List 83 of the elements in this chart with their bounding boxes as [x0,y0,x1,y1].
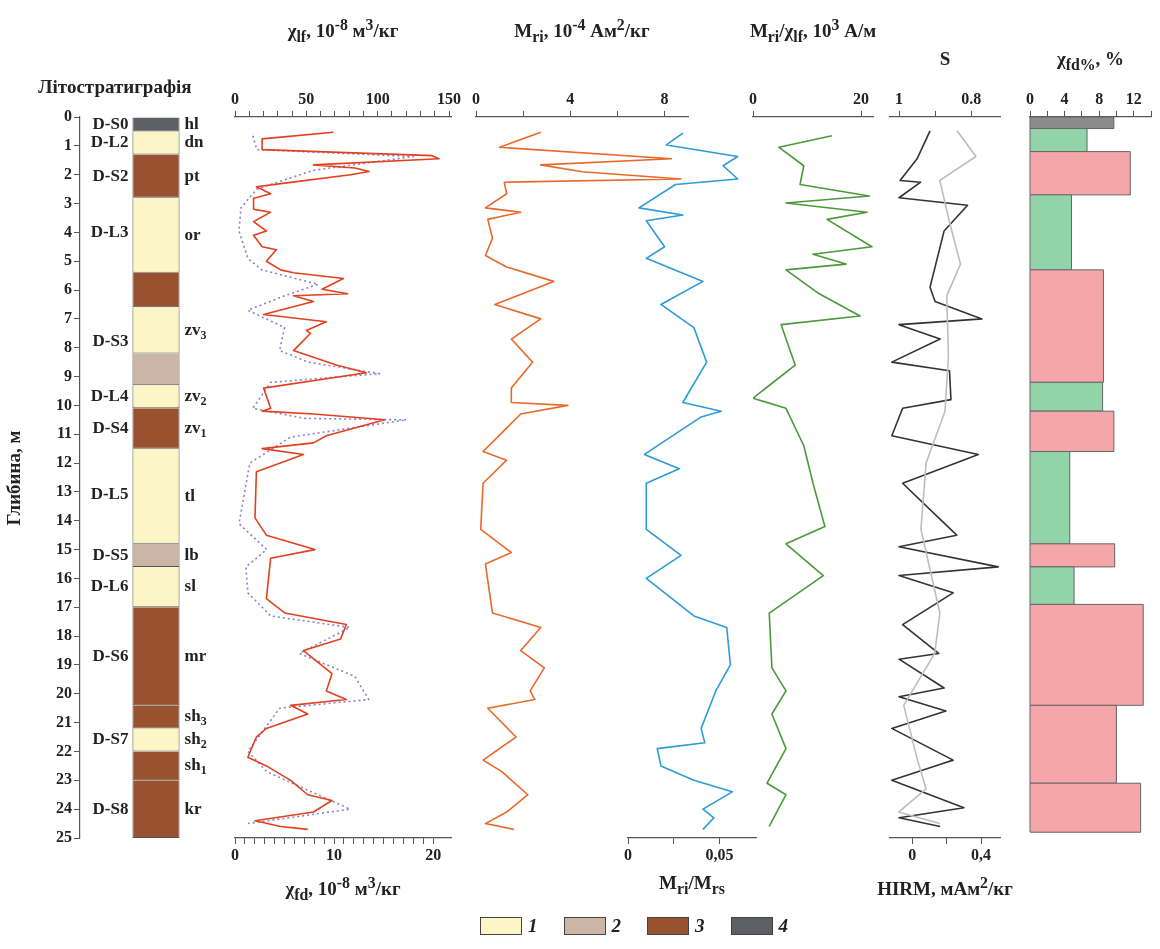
text: 2 [611,915,621,937]
x2-tick-label: 50 [298,89,315,107]
y-tick-label: 1 [64,135,72,153]
x-tick-label: 0 [1026,89,1034,107]
x-tick-label: 0 [749,89,757,107]
y-tick-label: 5 [64,251,72,269]
series-label: mr [184,645,207,665]
text: 1 [528,915,538,937]
text: D-S8 [92,798,129,818]
x-tick-label: 20 [853,89,870,107]
series-label: kr [184,798,203,818]
text: 3 [695,915,705,937]
x-tick-label: 8 [1095,89,1104,107]
y-tick-label: 7 [64,309,72,327]
x-axis-title: M$_{ri}$, 10$^{-4}$ Ам$^{2}$/кг [513,15,651,48]
series-label: sl [184,576,197,596]
text: D-L2 [90,132,129,152]
y-axis-title: Глибина, м [2,430,25,526]
x-axis-title: M$_{ri}$/M$_{rs}$ [658,872,726,899]
x-tick-label: 20 [425,845,442,863]
y-tick-label: 23 [56,770,72,788]
x-axis-title: HIRM, мАм$^{2}$/кг [876,873,1014,901]
y-tick-label: 25 [56,828,72,846]
x-axis-title: χ$_{fd%}$, % [1055,48,1126,75]
y-tick-label: 18 [56,626,72,644]
text: D-S4 [92,417,129,437]
y-tick-label: 8 [64,337,72,355]
text: D-L3 [90,221,129,241]
x-tick-label: 4 [566,89,575,107]
x-tick-label: 0 [624,845,632,863]
y-tick-label: 15 [56,539,72,557]
y-tick-label: 3 [64,193,72,211]
x2-axis-title: χ$_{lf}$, 10$^{-8}$ м$^{3}$/кг [286,15,400,48]
y-tick-label: 0 [64,107,72,125]
x2-axis-title: S [938,48,952,70]
y-tick-label: 9 [64,366,72,384]
text: D-S6 [92,645,129,665]
x2-tick-label: 100 [365,89,390,107]
y-tick-label: 10 [56,395,72,413]
y-tick-label: 6 [64,280,72,298]
x-tick-label: 0,4 [971,845,992,863]
y-tick-label: 22 [56,741,72,759]
text: D-S5 [92,544,129,564]
y-tick-label: 21 [56,712,72,730]
y-tick-label: 13 [56,482,72,500]
y-tick-label: 24 [56,799,72,817]
y-tick-label: 19 [56,655,72,673]
x-axis-title: M$_{ri}$/χ$_{lf}$, 10$^{3}$ А/м [748,15,878,48]
x-tick-label: 4 [1060,89,1069,107]
x-tick-label: 8 [660,89,669,107]
series-label: dn [184,132,205,152]
x-tick-label: 12 [1125,89,1142,107]
text: D-S7 [92,729,129,749]
x2-tick-label: 0.8 [961,89,982,107]
text: D-L5 [90,484,129,504]
y-tick-label: 12 [56,453,72,471]
x2-tick-label: 150 [437,89,461,107]
chart-title: Літостратиграфія [37,76,193,98]
text: D-S3 [92,331,129,351]
y-tick-label: 2 [64,164,72,182]
x-tick-label: 0 [472,89,480,107]
x-tick-label: 10 [326,845,343,863]
series-label: tl [184,485,196,505]
y-tick-label: 16 [56,568,72,586]
series-label: pt [184,165,201,185]
y-tick-label: 4 [64,222,72,240]
text: 4 [778,915,788,937]
series-label: lb [184,544,199,564]
text: D-L6 [90,576,129,596]
series-label: or [184,224,202,244]
x-tick-label: 0 [908,845,917,863]
x2-tick-label: 1 [895,89,904,107]
text: D-S0 [92,113,129,133]
y-tick-label: 17 [56,597,72,615]
x-tick-label: 0,05 [705,845,734,863]
y-tick-label: 20 [56,683,72,701]
x-axis-title: χ$_{fd}$, 10$^{-8}$ м$^{3}$/кг [284,873,402,906]
y-tick-label: 14 [56,510,72,528]
text: D-S2 [92,165,129,185]
y-tick-label: 11 [56,424,72,442]
x-tick-label: 0 [231,845,239,863]
series-label: hl [184,113,200,133]
text: D-L4 [90,386,129,406]
